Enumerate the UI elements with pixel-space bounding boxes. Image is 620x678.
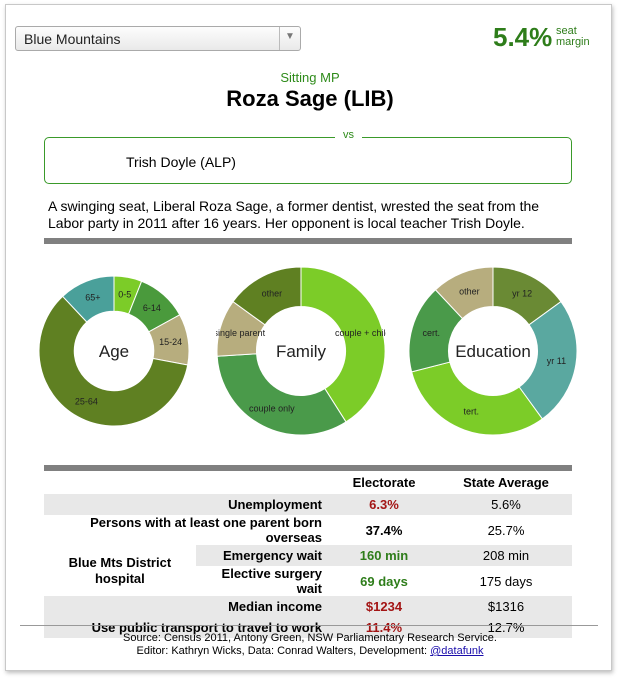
seat-margin-label-line1: seat [556, 25, 577, 37]
electorate-value: $1234 [328, 596, 440, 617]
education-chart-title: Education [455, 342, 531, 361]
family-chart-title: Family [276, 342, 327, 361]
row-label: Emergency wait [195, 545, 328, 566]
state-value: 12.7% [440, 617, 572, 638]
age-slice-25-64 [38, 295, 189, 427]
education-slice-label: yr 12 [512, 289, 532, 299]
age-slice-label: 6-14 [143, 303, 161, 313]
chevron-down-icon: ▼ [285, 31, 295, 42]
seat-margin-value: 5.4% [493, 22, 553, 52]
vs-label: vs [335, 129, 362, 141]
col-header-state: State Average [463, 474, 549, 490]
footer-credits: Editor: Kathryn Wicks, Data: Conrad Walt… [0, 645, 620, 658]
row-label: Persons with at least one parent born ov… [90, 515, 322, 545]
electorate-value: 37.4% [365, 522, 403, 538]
table-row: Use public transport to travel to work 1… [44, 617, 572, 638]
divider-stats [44, 465, 572, 471]
row-label: Unemployment [44, 494, 328, 515]
hospital-group-label: Blue Mts District hospital [44, 545, 196, 596]
family-slice-label: couple only [249, 403, 295, 413]
challenger-name: Trish Doyle (ALP) [126, 154, 236, 170]
age-slice-label: 15-24 [159, 337, 182, 347]
family-donut-chart: couple + child couple only single parent ot… [216, 266, 386, 436]
sitting-mp-name: Roza Sage (LIB) [226, 86, 394, 111]
electorate-value: 160 min [328, 545, 440, 566]
row-label: Use public transport to travel to work [44, 617, 328, 638]
electorate-value: 69 days [360, 573, 408, 589]
state-value: 25.7% [487, 522, 525, 538]
family-slice-other [232, 266, 302, 326]
table-row: Persons with at least one parent born ov… [44, 515, 572, 545]
education-slice-label: tert. [463, 406, 479, 416]
footer-source: Source: Census 2011, Antony Green, NSW P… [123, 632, 497, 644]
education-slice-label: other [459, 286, 480, 296]
row-label: Median income [44, 596, 328, 617]
age-slice-label: 25-64 [75, 396, 98, 406]
challenger-box: vs Trish Doyle (ALP) [44, 129, 572, 184]
state-value: 5.6% [440, 494, 572, 515]
family-slice-couple-child [300, 266, 386, 423]
footer-divider [20, 625, 598, 626]
age-slice-label: 65+ [85, 293, 100, 303]
electorate-value: 6.3% [328, 494, 440, 515]
stats-table: Electorate State Average Unemployment 6.… [44, 470, 572, 638]
family-slice-label: other [262, 289, 283, 299]
age-chart-title: Age [99, 342, 129, 361]
state-value: 208 min [440, 545, 572, 566]
table-row: Elective surgery wait 69 days 175 days [44, 566, 572, 596]
age-slice-65- [61, 275, 115, 323]
state-value: $1316 [440, 596, 572, 617]
electorate-select[interactable]: Blue Mountains ▼ [15, 26, 301, 51]
select-arrow[interactable]: ▼ [279, 27, 300, 50]
table-row: Blue Mts District hospital Emergency wai… [44, 545, 572, 596]
age-donut-chart: 0-5 6-14 15-24 25-64 65+ Age [38, 275, 190, 427]
seat-margin-label-line2: margin [556, 36, 590, 48]
electorate-select-value: Blue Mountains [24, 31, 121, 47]
age-slice-label: 0-5 [118, 290, 131, 300]
col-header-electorate: Electorate [352, 474, 416, 490]
education-slice-tert- [411, 361, 544, 436]
family-slice-label: single parent [216, 328, 266, 338]
row-label: Elective surgery wait [221, 566, 322, 596]
sitting-mp-label: Sitting MP [280, 70, 340, 85]
seat-description: A swinging seat, Liberal Roza Sage, a fo… [48, 198, 540, 231]
education-donut-chart: yr 12 yr 11 tert. cert. other Education [408, 266, 578, 436]
education-slice-other [434, 266, 494, 320]
footer: Source: Census 2011, Antony Green, NSW P… [0, 632, 620, 658]
education-slice-label: yr 11 [547, 356, 566, 366]
table-row: Unemployment 6.3% 5.6% [44, 494, 572, 515]
divider-top [44, 238, 572, 244]
state-value: 175 days [479, 573, 533, 589]
electorate-value: 11.4% [328, 617, 440, 638]
family-slice-label: couple + child [335, 328, 386, 338]
education-slice-yr-11 [518, 300, 578, 420]
table-row: Median income $1234 $1316 [44, 596, 572, 617]
education-slice-label: cert. [423, 328, 441, 338]
family-slice-couple-only [216, 353, 347, 436]
footer-credits-text: Editor: Kathryn Wicks, Data: Conrad Walt… [136, 645, 428, 657]
seat-margin-label: seat margin [556, 26, 590, 48]
datafunk-link[interactable]: @datafunk [430, 645, 484, 657]
stats-header-row: Electorate State Average [44, 470, 572, 494]
